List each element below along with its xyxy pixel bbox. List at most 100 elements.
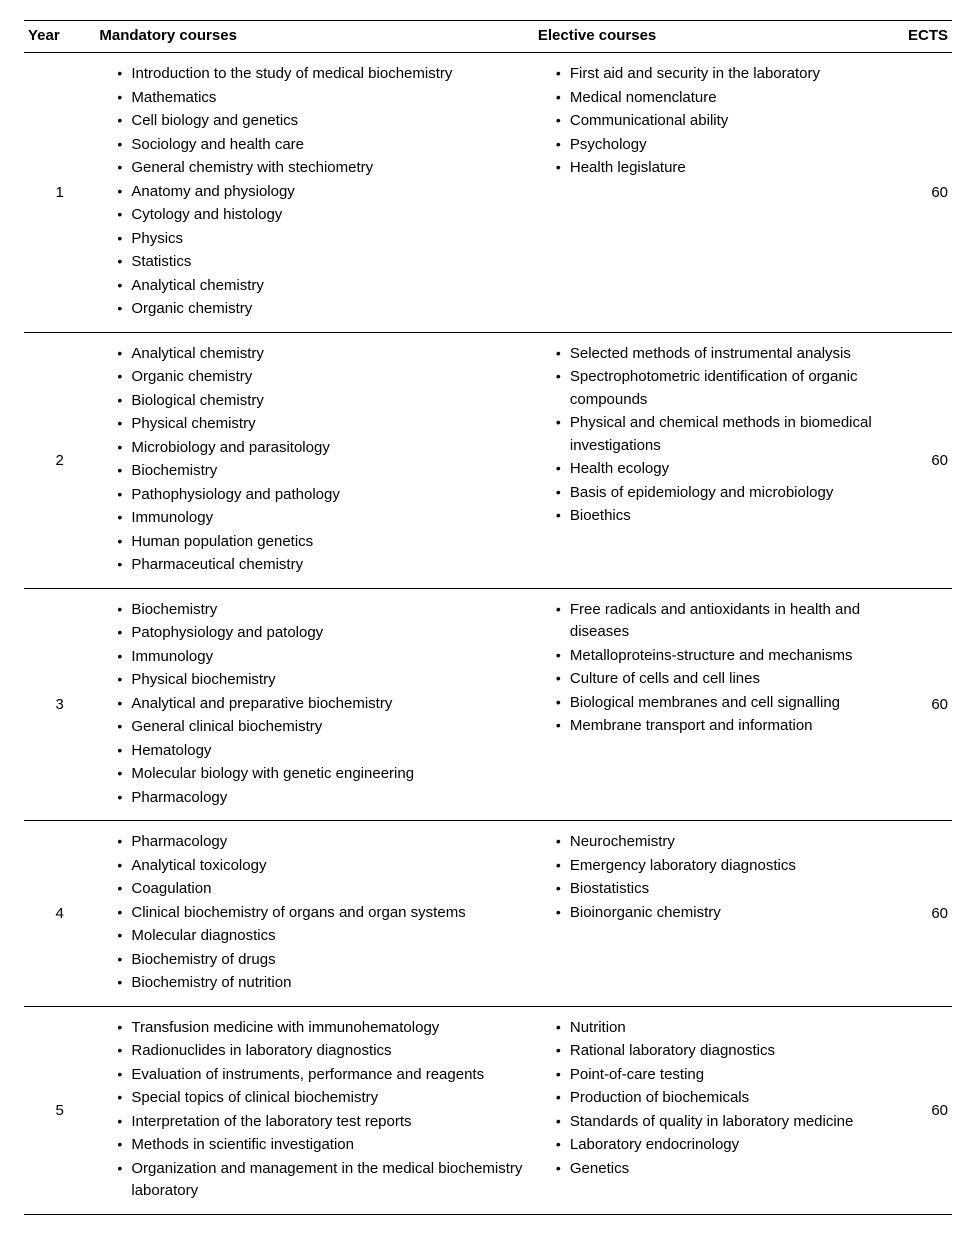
cell-elective: NutritionRational laboratory diagnostics… [534, 1006, 891, 1214]
cell-mandatory: Transfusion medicine with immunohematolo… [95, 1006, 534, 1214]
list-item: Physical biochemistry [117, 669, 530, 692]
list-item: Microbiology and parasitology [117, 437, 530, 460]
header-ects: ECTS [891, 21, 952, 53]
list-item: Molecular biology with genetic engineeri… [117, 763, 530, 786]
list-item: Organic chemistry [117, 298, 530, 321]
list-item: Neurochemistry [556, 831, 887, 854]
list-item: Physical chemistry [117, 413, 530, 436]
header-elective: Elective courses [534, 21, 891, 53]
list-item: Communicational ability [556, 110, 887, 133]
curriculum-table: Year Mandatory courses Elective courses … [24, 20, 952, 1215]
list-item: Biochemistry of nutrition [117, 972, 530, 995]
list-item: Health legislature [556, 157, 887, 180]
list-item: Membrane transport and information [556, 715, 887, 738]
list-item: Human population genetics [117, 531, 530, 554]
table-row: 4PharmacologyAnalytical toxicologyCoagul… [24, 821, 952, 1007]
list-item: Pharmacology [117, 787, 530, 810]
list-item: Special topics of clinical biochemistry [117, 1087, 530, 1110]
list-item: Organic chemistry [117, 366, 530, 389]
table-row: 1 Introduction to the study of medical bi… [24, 53, 952, 333]
list-item: General chemistry with stechiometry [117, 157, 530, 180]
elective-list: NutritionRational laboratory diagnostics… [538, 1017, 887, 1181]
cell-mandatory: PharmacologyAnalytical toxicologyCoagula… [95, 821, 534, 1007]
cell-year: 1 [24, 53, 95, 333]
cell-ects: 60 [891, 53, 952, 333]
list-item: Genetics [556, 1158, 887, 1181]
list-item: Immunology [117, 646, 530, 669]
list-item: Emergency laboratory diagnostics [556, 855, 887, 878]
mandatory-list: Transfusion medicine with immunohematolo… [99, 1017, 530, 1203]
header-row: Year Mandatory courses Elective courses … [24, 21, 952, 53]
cell-year: 3 [24, 588, 95, 821]
cell-mandatory: BiochemistryPatophysiology and patologyI… [95, 588, 534, 821]
list-item: Pharmacology [117, 831, 530, 854]
elective-list: Selected methods of instrumental analysi… [538, 343, 887, 528]
list-item: Biological chemistry [117, 390, 530, 413]
cell-year: 4 [24, 821, 95, 1007]
list-item: Health ecology [556, 458, 887, 481]
list-item: Point-of-care testing [556, 1064, 887, 1087]
list-item: Evaluation of instruments, performance a… [117, 1064, 530, 1087]
list-item: Bioinorganic chemistry [556, 902, 887, 925]
list-item: Pharmaceutical chemistry [117, 554, 530, 577]
list-item: First aid and security in the laboratory [556, 63, 887, 86]
list-item: Biochemistry [117, 599, 530, 622]
cell-ects: 60 [891, 588, 952, 821]
mandatory-list: BiochemistryPatophysiology and patologyI… [99, 599, 530, 810]
table-row: 5Transfusion medicine with immunohematol… [24, 1006, 952, 1214]
list-item: Biostatistics [556, 878, 887, 901]
list-item: Interpretation of the laboratory test re… [117, 1111, 530, 1134]
list-item: Selected methods of instrumental analysi… [556, 343, 887, 366]
list-item: Biochemistry of drugs [117, 949, 530, 972]
list-item: Standards of quality in laboratory medic… [556, 1111, 887, 1134]
list-item: Transfusion medicine with immunohematolo… [117, 1017, 530, 1040]
cell-ects: 60 [891, 332, 952, 588]
list-item: Organization and management in the medic… [117, 1158, 530, 1203]
mandatory-list: Introduction to the study of medical bio… [99, 63, 530, 321]
cell-elective: Free radicals and antioxidants in health… [534, 588, 891, 821]
list-item: Anatomy and physiology [117, 181, 530, 204]
table-row: 2Analytical chemistryOrganic chemistryBi… [24, 332, 952, 588]
list-item: Laboratory endocrinology [556, 1134, 887, 1157]
table-row: 3BiochemistryPatophysiology and patology… [24, 588, 952, 821]
list-item: Culture of cells and cell lines [556, 668, 887, 691]
list-item: Physics [117, 228, 530, 251]
list-item: Analytical toxicology [117, 855, 530, 878]
elective-list: Free radicals and antioxidants in health… [538, 599, 887, 738]
list-item: Physical and chemical methods in biomedi… [556, 412, 887, 457]
list-item: General clinical biochemistry [117, 716, 530, 739]
list-item: Hematology [117, 740, 530, 763]
cell-ects: 60 [891, 1006, 952, 1214]
cell-elective: NeurochemistryEmergency laboratory diagn… [534, 821, 891, 1007]
list-item: Psychology [556, 134, 887, 157]
list-item: Analytical chemistry [117, 343, 530, 366]
list-item: Basis of epidemiology and microbiology [556, 482, 887, 505]
list-item: Coagulation [117, 878, 530, 901]
list-item: Immunology [117, 507, 530, 530]
list-item: Production of biochemicals [556, 1087, 887, 1110]
list-item: Sociology and health care [117, 134, 530, 157]
list-item: Cytology and histology [117, 204, 530, 227]
table-body: 1 Introduction to the study of medical bi… [24, 53, 952, 1215]
list-item: Statistics [117, 251, 530, 274]
list-item: Radionuclides in laboratory diagnostics [117, 1040, 530, 1063]
cell-mandatory: Analytical chemistryOrganic chemistryBio… [95, 332, 534, 588]
cell-mandatory: Introduction to the study of medical bio… [95, 53, 534, 333]
list-item: Medical nomenclature [556, 87, 887, 110]
list-item: Pathophysiology and pathology [117, 484, 530, 507]
cell-elective: Selected methods of instrumental analysi… [534, 332, 891, 588]
list-item: Analytical chemistry [117, 275, 530, 298]
elective-list: NeurochemistryEmergency laboratory diagn… [538, 831, 887, 924]
list-item: Spectrophotometric identification of org… [556, 366, 887, 411]
list-item: Biological membranes and cell signalling [556, 692, 887, 715]
header-mandatory: Mandatory courses [95, 21, 534, 53]
cell-elective: First aid and security in the laboratory… [534, 53, 891, 333]
list-item: Methods in scientific investigation [117, 1134, 530, 1157]
cell-year: 2 [24, 332, 95, 588]
list-item: Bioethics [556, 505, 887, 528]
list-item: Cell biology and genetics [117, 110, 530, 133]
list-item: Analytical and preparative biochemistry [117, 693, 530, 716]
list-item: Introduction to the study of medical bio… [117, 63, 530, 86]
list-item: Free radicals and antioxidants in health… [556, 599, 887, 644]
elective-list: First aid and security in the laboratory… [538, 63, 887, 180]
